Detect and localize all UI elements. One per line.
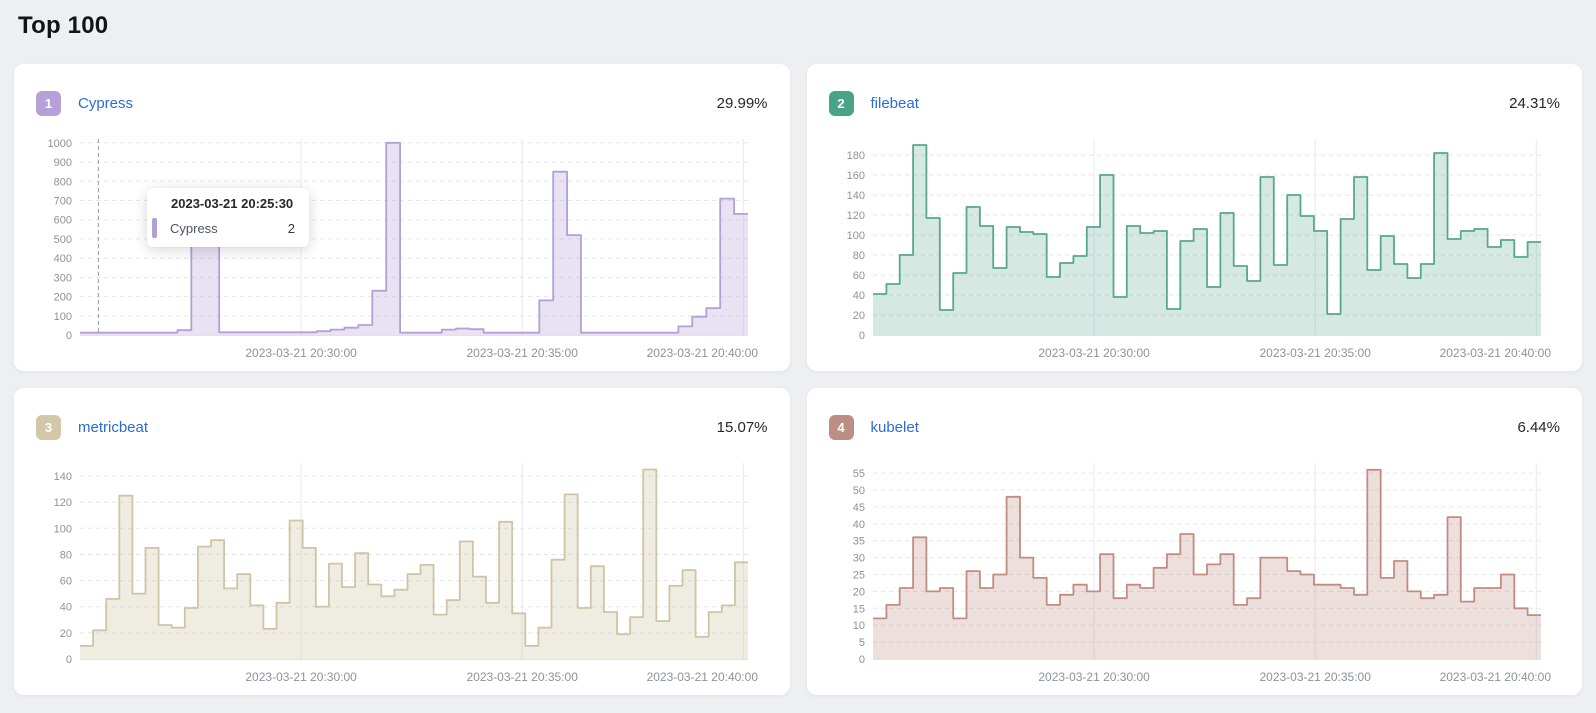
svg-text:2023-03-21 20:35:00: 2023-03-21 20:35:00 (466, 346, 578, 360)
svg-text:200: 200 (54, 292, 72, 304)
svg-text:1000: 1000 (48, 138, 72, 150)
svg-text:2023-03-21 20:30:00: 2023-03-21 20:30:00 (245, 346, 357, 360)
series-link[interactable]: metricbeat (78, 418, 149, 436)
svg-text:2023-03-21 20:30:00: 2023-03-21 20:30:00 (1038, 670, 1150, 684)
card-header: 3 metricbeat 15.07% (36, 414, 768, 440)
step-area-chart: 0 20 40 60 80 100 120 140 160 180 2023-03-21 20:30… (846, 139, 1551, 360)
chart-area[interactable]: 0 20 40 60 80 100 120 140 160 180 2023-03-21 20:30… (829, 129, 1561, 369)
svg-text:2023-03-21 20:40:00: 2023-03-21 20:40:00 (647, 670, 759, 684)
rank-badge: 3 (36, 414, 61, 440)
chart-area[interactable]: 0 100 200 300 400 500 600 700 800 900 1000 2023-03-… (36, 129, 768, 369)
svg-text:100: 100 (54, 311, 72, 323)
svg-text:0: 0 (858, 330, 864, 342)
chart-card-filebeat: 2 filebeat 24.31% 0 20 40 60 80 100 120 140 160 1… (806, 64, 1582, 371)
card-header: 2 filebeat 24.31% (828, 90, 1560, 116)
rank-badge: 1 (36, 90, 61, 116)
chart-card-kubelet: 4 kubelet 6.44% 0 5 10 15 20 25 30 35 40 45 50 55 20… (806, 388, 1582, 695)
rank-badge: 4 (828, 414, 854, 440)
svg-text:45: 45 (852, 502, 864, 514)
svg-text:120: 120 (54, 497, 72, 509)
svg-text:160: 160 (846, 170, 864, 182)
series-link[interactable]: kubelet (870, 418, 919, 436)
svg-text:60: 60 (60, 576, 72, 588)
svg-text:40: 40 (852, 519, 864, 531)
svg-text:50: 50 (852, 485, 864, 497)
svg-text:800: 800 (54, 176, 72, 188)
tooltip-row: Cypress 2 (147, 218, 295, 238)
svg-text:2023-03-21 20:35:00: 2023-03-21 20:35:00 (1259, 670, 1371, 684)
svg-text:600: 600 (54, 215, 72, 227)
svg-text:180: 180 (846, 150, 864, 162)
chart-area[interactable]: 0 5 10 15 20 25 30 35 40 45 50 55 2023-03-21 20:30:0… (829, 453, 1561, 693)
svg-text:2023-03-21 20:40:00: 2023-03-21 20:40:00 (647, 346, 759, 360)
svg-text:40: 40 (852, 290, 864, 302)
card-header: 4 kubelet 6.44% (828, 414, 1560, 440)
page-title: Top 100 (18, 12, 109, 39)
svg-text:0: 0 (66, 654, 72, 666)
svg-text:2023-03-21 20:30:00: 2023-03-21 20:30:00 (245, 670, 357, 684)
svg-text:400: 400 (54, 253, 72, 265)
chart-area[interactable]: 0 20 40 60 80 100 120 140 2023-03-21 20:30:00 202… (36, 453, 768, 693)
chart-card-metricbeat: 3 metricbeat 15.07% 0 20 40 60 80 100 120 140 20… (14, 388, 790, 695)
svg-text:20: 20 (852, 310, 864, 322)
svg-text:80: 80 (852, 250, 864, 262)
svg-text:700: 700 (54, 196, 72, 208)
card-header: 1 Cypress 29.99% (36, 90, 768, 116)
series-link[interactable]: Cypress (78, 94, 134, 112)
percent-value: 6.44% (1517, 418, 1560, 436)
percent-value: 29.99% (716, 94, 768, 112)
percent-value: 15.07% (716, 418, 768, 436)
svg-text:120: 120 (846, 210, 864, 222)
svg-text:30: 30 (852, 553, 864, 565)
svg-text:20: 20 (60, 628, 72, 640)
svg-text:100: 100 (54, 523, 72, 535)
svg-text:15: 15 (852, 603, 864, 615)
svg-text:35: 35 (852, 536, 864, 548)
percent-value: 24.31% (1509, 94, 1560, 112)
svg-text:0: 0 (858, 654, 864, 666)
svg-text:55: 55 (852, 468, 864, 480)
step-area-chart: 0 20 40 60 80 100 120 140 2023-03-21 20:30:00 202… (54, 463, 759, 684)
svg-text:80: 80 (60, 550, 72, 562)
svg-text:5: 5 (858, 637, 864, 649)
svg-text:900: 900 (54, 157, 72, 169)
svg-text:25: 25 (852, 570, 864, 582)
svg-text:10: 10 (852, 620, 864, 632)
svg-text:0: 0 (66, 330, 72, 342)
svg-text:140: 140 (54, 471, 72, 483)
series-link[interactable]: filebeat (870, 94, 919, 112)
svg-text:20: 20 (852, 586, 864, 598)
svg-text:60: 60 (852, 270, 864, 282)
rank-badge: 2 (828, 90, 854, 116)
svg-text:2023-03-21 20:30:00: 2023-03-21 20:30:00 (1038, 346, 1150, 360)
svg-text:40: 40 (60, 602, 72, 614)
svg-text:2023-03-21 20:35:00: 2023-03-21 20:35:00 (1259, 346, 1371, 360)
tooltip-series-name: Cypress (170, 220, 218, 236)
svg-text:2023-03-21 20:40:00: 2023-03-21 20:40:00 (1439, 670, 1551, 684)
step-area-chart: 0 5 10 15 20 25 30 35 40 45 50 55 2023-03-21 20:30:0… (852, 463, 1551, 684)
svg-text:2023-03-21 20:40:00: 2023-03-21 20:40:00 (1439, 346, 1551, 360)
chart-card-cypress: 1 Cypress 29.99% 0 100 200 300 400 500 600 700 8… (14, 64, 790, 371)
svg-text:100: 100 (846, 230, 864, 242)
tooltip-series-value: 2 (287, 220, 295, 236)
svg-text:2023-03-21 20:35:00: 2023-03-21 20:35:00 (466, 670, 578, 684)
step-area-chart: 0 100 200 300 400 500 600 700 800 900 1000 2023-03-… (48, 138, 759, 360)
svg-text:500: 500 (54, 234, 72, 246)
tooltip-marker-icon (152, 218, 157, 238)
cards-grid: 1 Cypress 29.99% 0 100 200 300 400 500 600 700 8… (14, 64, 1582, 695)
tooltip-time: 2023-03-21 20:25:30 (171, 196, 294, 211)
svg-text:300: 300 (54, 272, 72, 284)
chart-tooltip: 2023-03-21 20:25:30 Cypress 2 (147, 188, 309, 247)
svg-text:140: 140 (846, 190, 864, 202)
